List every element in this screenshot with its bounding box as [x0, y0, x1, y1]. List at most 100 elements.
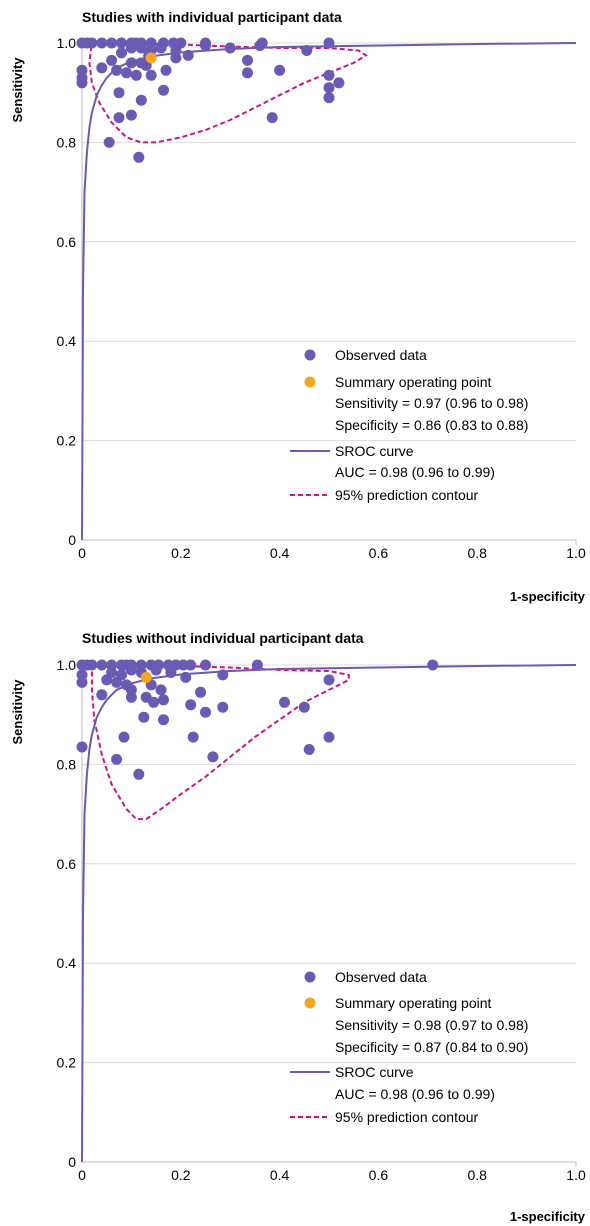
observed-point — [323, 69, 335, 81]
observed-point — [133, 151, 145, 163]
observed-point — [113, 87, 125, 99]
observed-point — [274, 64, 286, 76]
legend-summary-marker-2 — [304, 997, 316, 1009]
panel-2: Studies without individual participant d… — [10, 630, 586, 1224]
observed-point — [76, 741, 88, 753]
y-tick-label: 0.6 — [57, 234, 77, 250]
observed-point — [135, 42, 147, 54]
y-tick-label: 0 — [68, 532, 76, 548]
legend-2: Observed data Summary operating point Se… — [290, 969, 528, 1125]
observed-point — [158, 694, 169, 706]
x-tick-label: 0.2 — [171, 545, 191, 561]
summary-point-2 — [140, 671, 152, 683]
observed-point — [180, 671, 192, 683]
observed-point — [113, 112, 125, 124]
legend-observed-marker-1 — [304, 349, 316, 361]
observed-point — [125, 109, 137, 121]
observed-points-1 — [76, 37, 345, 163]
observed-point — [323, 674, 335, 686]
observed-point — [145, 69, 157, 81]
observed-point — [160, 64, 172, 76]
observed-point — [121, 67, 132, 79]
observed-point — [207, 751, 219, 763]
observed-point — [111, 64, 123, 76]
observed-point — [125, 691, 137, 703]
observed-point — [103, 136, 115, 148]
x-tick-label: 0.2 — [171, 1167, 191, 1183]
observed-point — [185, 699, 197, 711]
observed-point — [323, 37, 335, 49]
panel-title-2: Studies without individual participant d… — [82, 630, 364, 646]
observed-point — [125, 42, 137, 54]
observed-point — [135, 57, 147, 69]
y-tick-label: 0 — [68, 1154, 76, 1170]
observed-point — [116, 47, 127, 59]
legend-summary-specificity-2: Specificity = 0.87 (0.84 to 0.90) — [335, 1039, 528, 1055]
legend-observed-marker-2 — [304, 971, 316, 983]
x-tick-label: 0.6 — [369, 1167, 389, 1183]
observed-point — [106, 37, 118, 49]
y-tick-label: 1.0 — [57, 35, 77, 51]
observed-point — [170, 52, 182, 64]
observed-points-2 — [76, 659, 439, 780]
y-tick-label: 0.6 — [57, 856, 77, 872]
y-ticks-2: 0 0.2 0.4 0.6 0.8 1.0 — [57, 657, 77, 1170]
legend-sroc-label-2: SROC curve — [335, 1064, 414, 1080]
observed-point — [96, 37, 108, 49]
legend-observed-label-1: Observed data — [335, 347, 427, 363]
observed-point — [135, 94, 147, 106]
x-tick-label: 0.6 — [369, 545, 389, 561]
x-axis-label-1: 1-specificity — [510, 589, 586, 604]
observed-point — [150, 664, 162, 676]
x-tick-label: 1.0 — [566, 1167, 586, 1183]
y-axis-label-2: Sensitivity — [10, 679, 25, 745]
observed-point — [116, 37, 127, 49]
observed-point — [323, 82, 335, 94]
observed-point — [118, 731, 130, 743]
x-ticks-2: 0 0.2 0.4 0.6 0.8 1.0 — [78, 1167, 586, 1183]
y-tick-label: 0.2 — [57, 1055, 77, 1071]
observed-point — [427, 659, 439, 671]
legend-1: Observed data Summary operating point Se… — [290, 347, 528, 503]
y-axis-label-1: Sensitivity — [10, 57, 25, 123]
observed-point — [200, 659, 211, 671]
x-tick-label: 0 — [78, 1167, 86, 1183]
x-tick-label: 1.0 — [566, 545, 586, 561]
observed-point — [303, 744, 315, 755]
legend-contour-label-1: 95% prediction contour — [335, 487, 479, 503]
y-tick-label: 0.2 — [57, 433, 77, 449]
legend-summary-label-1: Summary operating point — [335, 374, 492, 390]
observed-point — [251, 659, 263, 671]
observed-point — [155, 684, 167, 696]
legend-sroc-auc-2: AUC = 0.98 (0.96 to 0.99) — [335, 1086, 495, 1102]
panel-title-1: Studies with individual participant data — [82, 9, 342, 25]
observed-point — [158, 84, 169, 96]
observed-point — [111, 676, 123, 688]
summary-point-1 — [145, 52, 157, 64]
observed-point — [148, 696, 160, 708]
observed-point — [200, 706, 211, 718]
observed-point — [333, 77, 345, 89]
grid-1 — [81, 42, 577, 545]
observed-point — [125, 664, 137, 676]
panel-1: Studies with individual participant data… — [10, 9, 586, 604]
observed-point — [155, 42, 167, 54]
legend-summary-sensitivity-2: Sensitivity = 0.98 (0.97 to 0.98) — [335, 1017, 528, 1033]
observed-point — [195, 686, 207, 698]
observed-point — [323, 731, 335, 743]
x-tick-label: 0.4 — [270, 1167, 290, 1183]
observed-point — [217, 701, 229, 713]
observed-point — [158, 714, 169, 726]
observed-point — [76, 676, 88, 688]
x-axis-label-2: 1-specificity — [510, 1209, 586, 1224]
observed-point — [187, 731, 199, 743]
observed-point — [298, 701, 310, 713]
observed-point — [217, 669, 229, 681]
observed-point — [224, 42, 236, 54]
observed-point — [182, 49, 194, 61]
observed-point — [266, 112, 278, 124]
observed-point — [130, 69, 142, 81]
observed-point — [254, 40, 266, 51]
y-tick-label: 0.4 — [57, 955, 77, 971]
